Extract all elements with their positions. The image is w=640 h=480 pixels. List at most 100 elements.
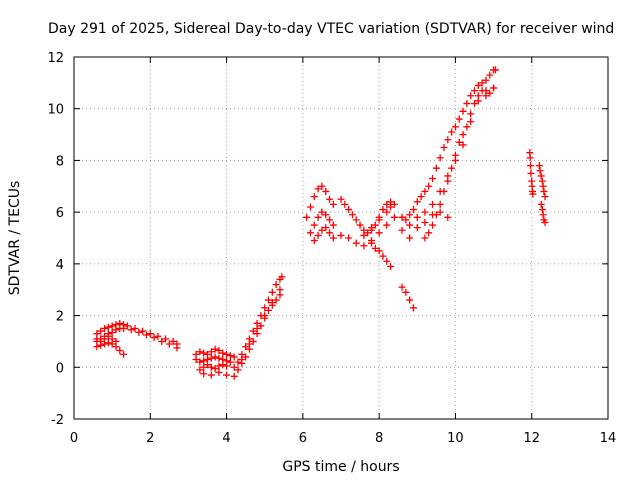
- data-point: [409, 304, 417, 312]
- data-point: [226, 352, 234, 360]
- data-point: [200, 357, 208, 365]
- y-tick-labels: -2 0 2 4 6 8 10 12: [47, 51, 64, 428]
- data-point: [467, 118, 475, 126]
- data-point: [329, 200, 337, 208]
- data-point: [245, 340, 253, 348]
- data-point: [398, 226, 406, 234]
- data-point: [368, 239, 376, 247]
- data-point: [540, 187, 548, 195]
- data-point: [409, 206, 417, 214]
- y-tick-label: -2: [51, 413, 64, 428]
- data-point: [165, 340, 173, 348]
- x-tick-label: 10: [447, 431, 464, 446]
- data-point: [360, 231, 368, 239]
- data-point: [204, 361, 211, 369]
- data-point: [429, 221, 437, 229]
- data-point: [200, 349, 208, 357]
- data-point: [421, 218, 429, 226]
- y-tick-label: 6: [56, 206, 64, 221]
- data-point: [486, 89, 494, 97]
- data-point: [223, 350, 231, 358]
- data-point: [537, 200, 545, 208]
- data-point: [537, 172, 545, 180]
- data-point: [272, 296, 280, 304]
- data-point: [398, 213, 406, 221]
- data-point: [223, 362, 231, 370]
- data-point: [326, 216, 334, 224]
- data-point: [352, 239, 360, 247]
- tick-marks: [73, 56, 609, 420]
- data-point: [278, 273, 286, 281]
- data-point: [135, 328, 143, 336]
- data-points: [93, 66, 549, 380]
- data-point: [402, 216, 410, 224]
- data-point: [337, 195, 345, 203]
- data-point: [379, 206, 387, 214]
- data-point: [249, 337, 257, 345]
- data-point: [444, 213, 452, 221]
- y-tick-label: 8: [56, 154, 64, 169]
- data-point: [97, 337, 105, 345]
- data-point: [436, 154, 444, 162]
- data-point: [215, 346, 223, 354]
- data-point: [360, 242, 368, 250]
- data-point: [207, 363, 215, 371]
- data-point: [310, 221, 318, 229]
- data-point: [158, 337, 166, 345]
- data-point: [448, 128, 456, 136]
- y-tick-label: 0: [56, 361, 64, 376]
- data-point: [108, 328, 116, 336]
- data-point: [154, 332, 162, 340]
- data-point: [108, 335, 116, 343]
- x-tick-label: 12: [523, 431, 540, 446]
- data-point: [192, 356, 200, 364]
- data-point: [104, 339, 112, 347]
- y-tick-label: 4: [56, 258, 64, 273]
- data-point: [207, 354, 215, 362]
- x-tick-label: 14: [600, 431, 617, 446]
- data-point: [529, 190, 537, 198]
- data-point: [306, 229, 314, 237]
- data-point: [541, 218, 549, 226]
- data-point: [326, 229, 334, 237]
- data-point: [383, 208, 391, 216]
- data-point: [345, 234, 353, 242]
- data-point: [265, 306, 273, 314]
- data-point: [463, 123, 471, 131]
- data-point: [451, 151, 459, 159]
- y-tick-label: 12: [47, 51, 64, 66]
- data-point: [368, 224, 376, 232]
- data-point: [398, 283, 406, 291]
- data-point: [211, 353, 219, 361]
- data-point: [491, 66, 499, 74]
- data-point: [162, 335, 170, 343]
- data-point: [474, 81, 482, 89]
- data-point: [104, 323, 112, 331]
- data-point: [318, 226, 326, 234]
- data-point: [467, 92, 475, 100]
- data-point: [375, 247, 383, 255]
- data-point: [276, 286, 284, 294]
- data-point: [535, 162, 543, 170]
- data-point: [116, 346, 124, 354]
- x-tick-label: 2: [146, 431, 154, 446]
- data-point: [383, 257, 391, 265]
- data-point: [421, 234, 429, 242]
- data-point: [120, 325, 128, 332]
- data-point: [348, 211, 356, 219]
- data-point: [326, 195, 334, 203]
- data-point: [432, 164, 440, 172]
- data-point: [200, 363, 208, 371]
- data-point: [101, 335, 109, 343]
- data-point: [413, 198, 421, 206]
- data-point: [196, 348, 204, 356]
- data-point: [539, 211, 547, 219]
- data-point: [196, 366, 204, 374]
- data-point: [268, 299, 276, 307]
- data-point: [364, 229, 372, 237]
- data-point: [413, 224, 421, 232]
- data-point: [223, 371, 231, 379]
- data-point: [406, 296, 414, 304]
- data-point: [318, 182, 326, 190]
- data-point: [417, 193, 425, 201]
